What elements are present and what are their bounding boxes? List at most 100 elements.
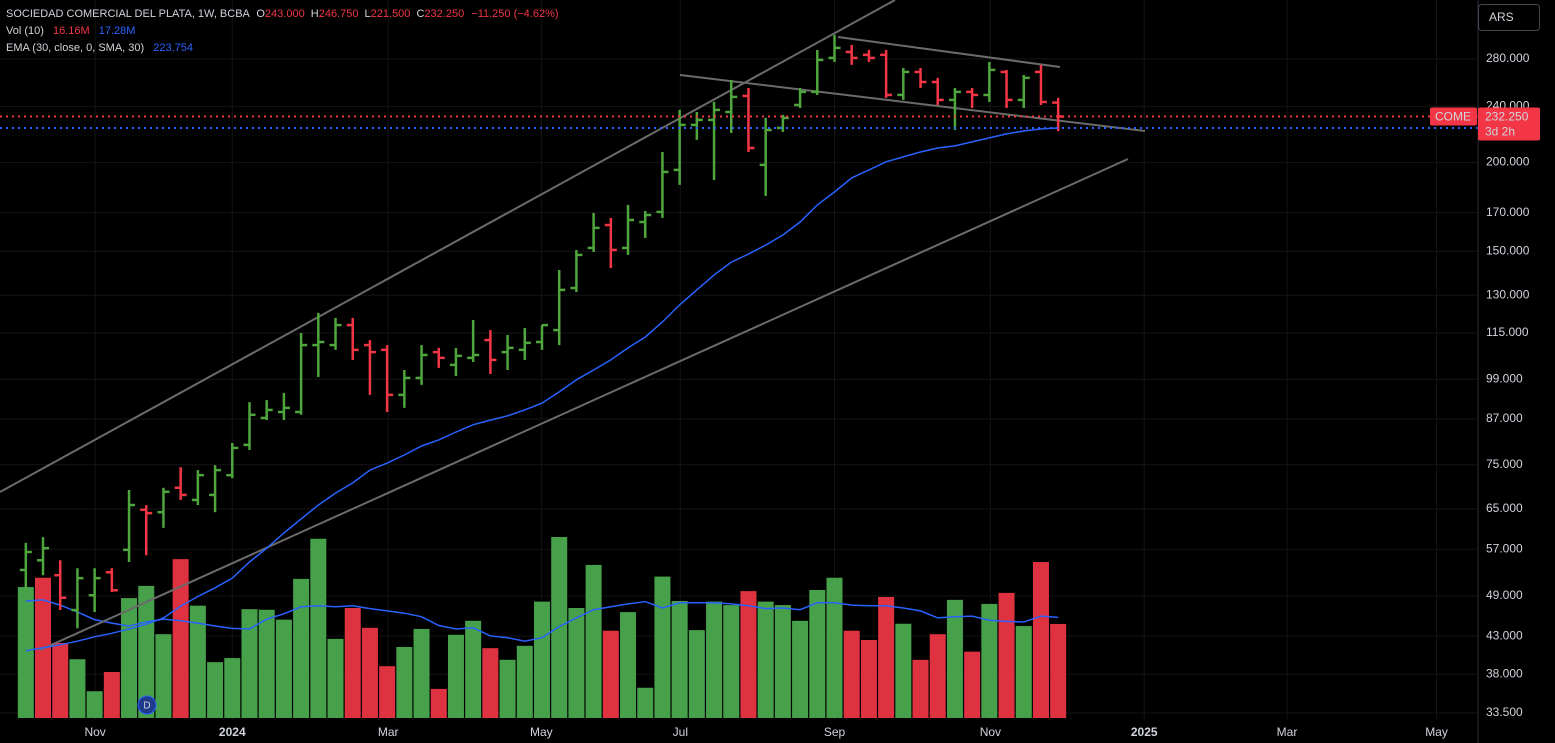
x-tick-label: Mar xyxy=(378,725,399,739)
volume-bar xyxy=(310,538,327,718)
volume-bar xyxy=(155,634,172,718)
currency-label[interactable]: ARS xyxy=(1489,10,1514,24)
x-tick-label: Nov xyxy=(980,725,1001,739)
y-tick-label: 115.000 xyxy=(1486,325,1529,339)
volume-bar xyxy=(585,564,602,718)
volume-bar xyxy=(774,605,791,718)
volume-bar xyxy=(792,620,809,718)
y-tick-label: 280.000 xyxy=(1486,51,1530,65)
time-axis: Nov 2024 Mar May Jul Sep Nov 2025 Mar May xyxy=(84,725,1447,739)
legend-line: Vol (10) 16.16M 17.28M xyxy=(6,25,135,37)
y-tick-label: 38.000 xyxy=(1486,666,1523,680)
change-value: −11.250 (−4.62%) xyxy=(471,8,558,20)
volume-bar xyxy=(1032,562,1049,718)
volume-bar xyxy=(396,646,413,718)
volume-bar xyxy=(946,599,963,718)
volume-bar xyxy=(878,596,895,718)
y-tick-label: 65.000 xyxy=(1486,501,1523,515)
volume-bar xyxy=(447,634,464,718)
volume-bar xyxy=(723,605,740,718)
x-tick-label: May xyxy=(530,725,553,739)
volume-bar xyxy=(740,591,757,718)
y-tick-label: 150.000 xyxy=(1486,243,1530,257)
legend-line: EMA (30, close, 0, SMA, 30) 223.754 xyxy=(6,42,193,54)
x-tick-label: Mar xyxy=(1277,725,1298,739)
x-tick-label: 2024 xyxy=(219,725,246,739)
x-tick-label: Nov xyxy=(84,725,105,739)
volume-bar xyxy=(671,601,688,718)
trend-line xyxy=(39,158,1129,651)
volume-pane xyxy=(17,536,1067,718)
volume-bar xyxy=(533,601,550,718)
volume-value: 16.16M xyxy=(53,25,90,37)
currency-button-box[interactable] xyxy=(1478,4,1540,31)
volume-ma-value: 17.28M xyxy=(99,25,136,37)
volume-bar xyxy=(327,638,344,718)
event-label[interactable]: D xyxy=(143,701,150,712)
y-tick-label: 57.000 xyxy=(1486,541,1523,555)
y-tick-label: 200.000 xyxy=(1486,155,1530,169)
volume-bar xyxy=(568,608,585,718)
volume-bar xyxy=(826,577,843,718)
volume-bar xyxy=(379,666,396,718)
currency-button[interactable]: ARS xyxy=(1478,4,1540,31)
volume-bar xyxy=(654,576,671,718)
volume-bar xyxy=(103,672,120,718)
symbol-tag xyxy=(1430,107,1477,126)
volume-ma-line xyxy=(25,599,1059,642)
y-tick-label: 130.000 xyxy=(1486,287,1530,301)
volume-bar xyxy=(413,628,430,718)
y-tick-label: 99.000 xyxy=(1486,371,1523,385)
volume-bar xyxy=(551,536,568,718)
event-circle[interactable] xyxy=(137,695,157,715)
volume-bar xyxy=(981,603,998,718)
symbol: SOCIEDAD COMERCIAL DEL PLATA, 1W, BCBA xyxy=(6,8,251,20)
volume-bar xyxy=(706,601,723,718)
o-label: O xyxy=(256,8,265,20)
volume-bar xyxy=(516,645,533,718)
volume-bar xyxy=(258,609,275,718)
y-tick-label: 49.000 xyxy=(1486,588,1523,602)
symbol-tag-label: COME xyxy=(1435,110,1471,124)
low-value: 221.500 xyxy=(371,8,411,20)
volume-bar xyxy=(602,630,619,718)
y-tick-label: 33.500 xyxy=(1486,705,1523,719)
price-tag-countdown: 3d 2h xyxy=(1485,125,1515,139)
volume-bar xyxy=(860,640,877,718)
trend-line xyxy=(837,36,1061,68)
event-marker[interactable]: D xyxy=(137,695,157,715)
y-tick-label: 170.000 xyxy=(1486,205,1530,219)
volume-bar xyxy=(620,612,637,718)
volume-bar xyxy=(430,688,447,718)
trend-line xyxy=(679,74,1146,132)
y-tick-label: 75.000 xyxy=(1486,457,1523,471)
volume-bar xyxy=(757,601,774,718)
volume-bar xyxy=(86,691,103,718)
volume-bar xyxy=(465,620,482,718)
high-value: 246.750 xyxy=(319,8,359,20)
volume-bar xyxy=(1015,626,1032,718)
volume-bar xyxy=(121,598,138,718)
volume-bar xyxy=(895,623,912,718)
volume-bar xyxy=(637,687,654,718)
volume-bar xyxy=(138,585,155,718)
volume-bar xyxy=(207,662,224,718)
trend-lines xyxy=(0,0,1146,651)
x-tick-label: Jul xyxy=(673,725,688,739)
volume-bar xyxy=(189,605,206,718)
volume-bar xyxy=(912,659,929,718)
volume-bar xyxy=(224,658,241,718)
volume-bar xyxy=(361,627,378,718)
volume-bar xyxy=(52,642,69,718)
volume-bar xyxy=(482,648,499,718)
volume-bar xyxy=(929,634,946,718)
volume-bar xyxy=(275,619,292,718)
volume-bar xyxy=(17,587,34,718)
volume-bar xyxy=(172,559,189,718)
volume-bar xyxy=(964,651,981,718)
ema-name: EMA (30, close, 0, SMA, 30) xyxy=(6,42,144,54)
ema-value: 223.754 xyxy=(153,42,193,54)
